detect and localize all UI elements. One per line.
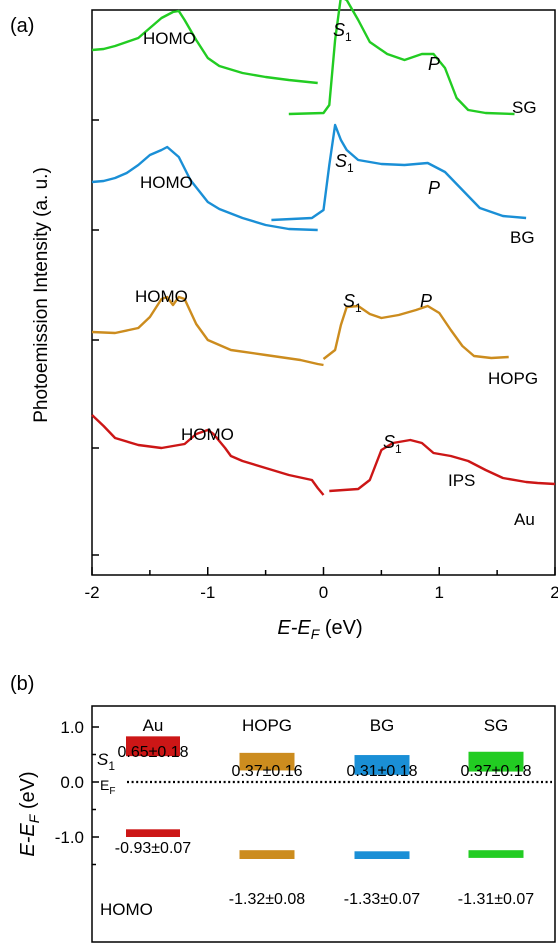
ef-label-main: E: [100, 777, 109, 793]
panel-b-frame: [91, 705, 556, 943]
xlabel-main: E-E: [277, 617, 311, 639]
curve-name-bg: BG: [510, 228, 535, 247]
homo-label-au: HOMO: [181, 425, 234, 444]
s1-row-label-sub: 1: [108, 759, 115, 773]
homo-value-label-bg: -1.33±0.07: [344, 891, 420, 908]
panel-b-y-axis: 1.0 0.0 -1.0: [55, 718, 99, 866]
homo-value-label-hopg: -1.32±0.08: [229, 891, 305, 908]
curve-au-occupied: [91, 414, 325, 496]
homo-bar-au: [126, 829, 180, 837]
p-label-sg: P: [428, 54, 440, 74]
panel-a-ylabel: Photoemission Intensity (a. u.): [31, 167, 52, 423]
homo-bar-bg: [354, 851, 410, 859]
ylabel-unit: (eV): [17, 771, 39, 814]
s1-label-au: S1: [383, 432, 402, 456]
s1-bar-hopg: [239, 752, 295, 771]
curve-bg-occupied: [91, 145, 318, 232]
s1-bar-bg: [354, 755, 410, 775]
curve-bg-unoccupied: [271, 123, 527, 222]
curve-name-au: Au: [514, 510, 535, 529]
x-tick-label: 1: [435, 583, 444, 602]
xlabel-unit: (eV): [319, 617, 362, 639]
ylabel-main: E-E: [17, 823, 39, 857]
curve-name-sg: SG: [512, 98, 537, 117]
curve-hopg-unoccupied: [322, 304, 509, 360]
curve-au-unoccupied: [329, 438, 556, 493]
y-tick-label: -1.0: [55, 828, 84, 847]
curve-hopg-occupied: [91, 295, 324, 367]
homo-bar-sg: [468, 850, 524, 858]
panel-a-label: (a): [10, 15, 34, 37]
homo-value-label-sg: -1.31±0.07: [458, 891, 534, 908]
category-label-au: Au: [143, 716, 164, 735]
ef-label-sub: F: [109, 786, 115, 797]
y-tick-label: 0.0: [60, 773, 84, 792]
s1-label-hopg: S1: [343, 291, 362, 315]
s1-value-label-bg: 0.31±0.18: [346, 763, 417, 780]
s1-value-label-sg: 0.37±0.18: [460, 763, 531, 780]
category-label-hopg: HOPG: [242, 716, 292, 735]
xlabel-sub: F: [311, 626, 321, 642]
s1-value-label-hopg: 0.37±0.16: [231, 763, 302, 780]
homo-row-label: HOMO: [100, 900, 153, 919]
homo-value-label-au: -0.93±0.07: [115, 840, 191, 857]
category-label-sg: SG: [484, 716, 509, 735]
panel-b-bars: Au 0.65±0.18 -0.93±0.07 HOPG 0.37±0.16 -1.32±…: [115, 716, 552, 908]
homo-bar-hopg: [239, 850, 295, 859]
panel-b-label: (b): [10, 673, 34, 695]
category-label-bg: BG: [370, 716, 395, 735]
panel-a-annotations: HOMO S1 P SG HOMO S1 P BG HOMO S1 P HOPG HOMO S1 IPS Au: [135, 20, 538, 529]
x-tick-label: 2: [550, 583, 558, 602]
s1-bar-sg: [468, 751, 524, 772]
p-label-bg: P: [428, 178, 440, 198]
x-tick-label: -2: [84, 583, 99, 602]
panel-a-y-ticks: [92, 119, 99, 556]
panel-b-ylabel: E-EF (eV): [17, 771, 42, 856]
panel-a-xlabel: E-EF (eV): [277, 617, 362, 642]
s1-label-sg: S1: [333, 20, 352, 44]
ylabel-sub: F: [26, 813, 42, 823]
homo-label-sg: HOMO: [143, 29, 196, 48]
s1-label-bg: S1: [335, 151, 354, 175]
curve-sg-occupied: [91, 9, 318, 85]
s1-row-label-main: S: [97, 750, 109, 769]
ips-label-au: IPS: [448, 471, 475, 490]
x-tick-label: -1: [200, 583, 215, 602]
panel-a-curves: [91, 0, 556, 496]
curve-name-hopg: HOPG: [488, 369, 538, 388]
homo-label-bg: HOMO: [140, 173, 193, 192]
s1-bar-au: [126, 736, 180, 757]
curve-sg-unoccupied: [288, 0, 515, 116]
p-label-hopg: P: [420, 291, 432, 311]
x-tick-label: 0: [319, 583, 328, 602]
panel-a-x-axis: -2 -1 0 1 2: [84, 567, 558, 602]
s1-row-label: S1: [97, 750, 115, 773]
ef-label: EF: [100, 777, 115, 797]
homo-label-hopg: HOMO: [135, 287, 188, 306]
y-tick-label: 1.0: [60, 718, 84, 737]
s1-value-label-au: 0.65±0.18: [117, 744, 188, 761]
